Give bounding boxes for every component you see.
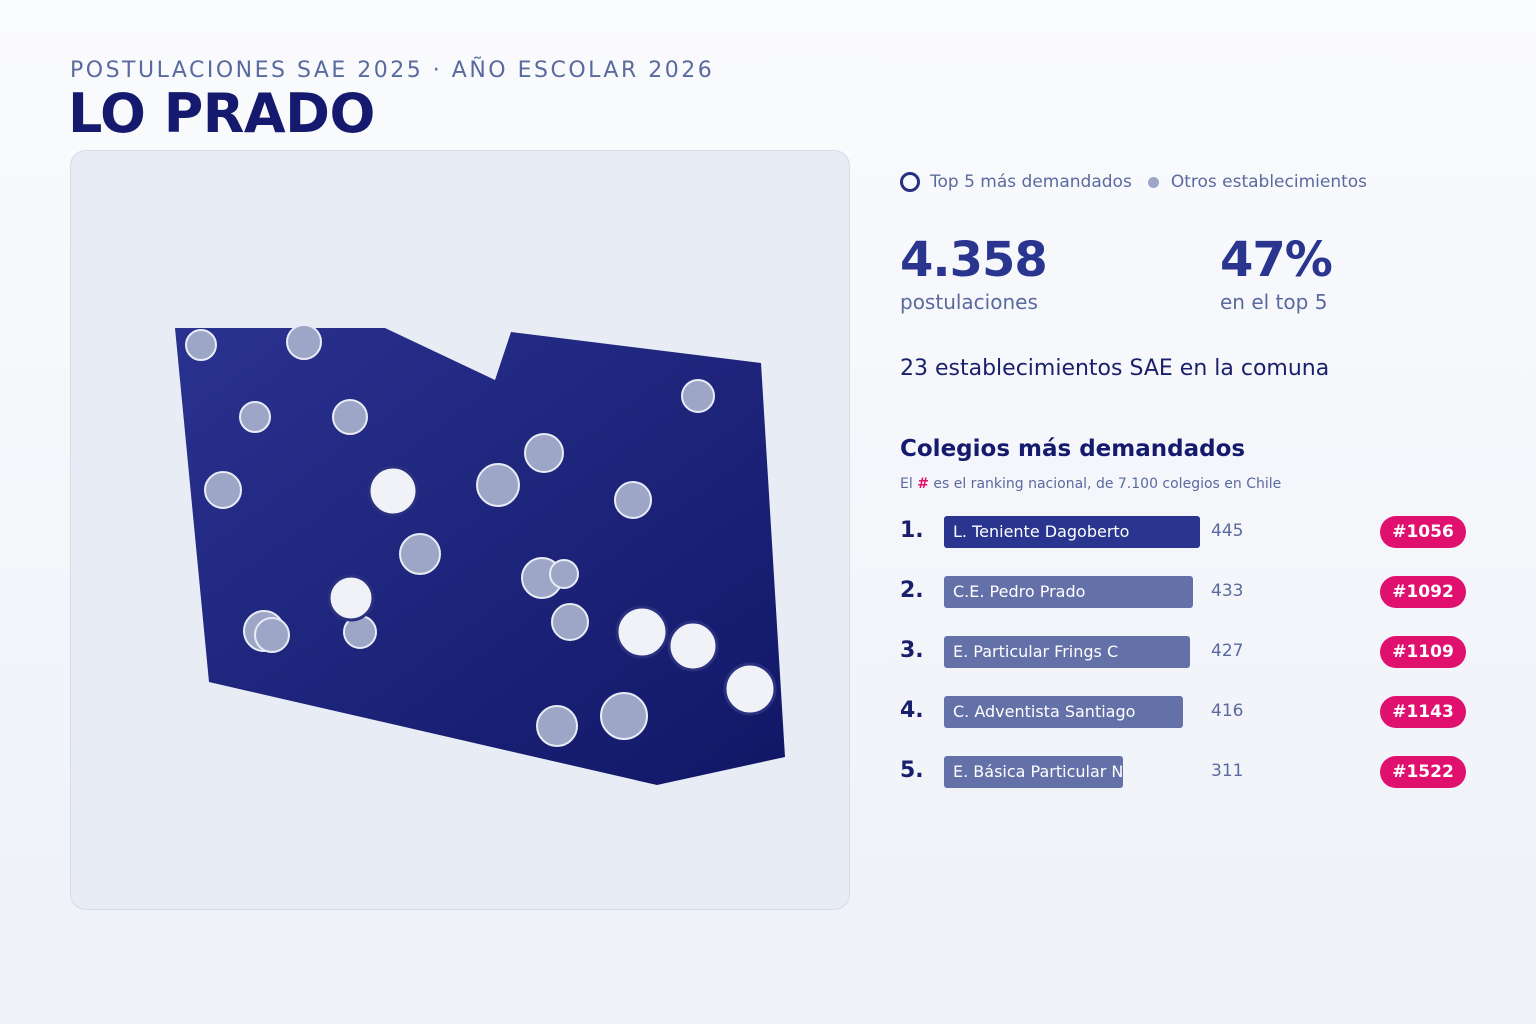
map-legend: Top 5 más demandados Otros establecimien… <box>900 172 1367 192</box>
legend-top5-label: Top 5 más demandados <box>930 172 1132 192</box>
ranking-bar: L. Teniente Dagoberto <box>944 516 1200 548</box>
ranking-bar: C. Adventista Santiago <box>944 696 1183 728</box>
ranking-row-2[interactable]: 2. C.E. Pedro Prado 433 #1092 <box>900 576 1466 608</box>
ranking-row-3[interactable]: 3. E. Particular Frings C 427 #1109 <box>900 636 1466 668</box>
school-marker[interactable] <box>536 705 578 747</box>
stat-top5-share-label: en el top 5 <box>1220 290 1328 314</box>
national-rank-badge: #1056 <box>1380 516 1466 548</box>
ranking-applications: 445 <box>1211 521 1244 541</box>
top5-school-markers <box>327 465 777 716</box>
map-panel <box>70 150 850 910</box>
commune-boundary <box>175 328 785 785</box>
ranking-position: 2. <box>900 578 924 603</box>
school-marker[interactable] <box>681 379 715 413</box>
other-dot-icon <box>1147 176 1159 188</box>
ranking-position: 5. <box>900 758 924 783</box>
ranking-position: 1. <box>900 518 924 543</box>
ranking-applications: 433 <box>1211 581 1244 601</box>
school-marker[interactable] <box>286 324 322 360</box>
school-marker[interactable] <box>239 401 271 433</box>
ranking-applications: 311 <box>1211 761 1244 781</box>
national-rank-badge: #1143 <box>1380 696 1466 728</box>
ranking-applications: 427 <box>1211 641 1244 661</box>
stat-applications-label: postulaciones <box>900 290 1038 314</box>
ranking-note-prefix: El <box>900 476 918 492</box>
top5-school-marker[interactable] <box>723 662 777 716</box>
ranking-note: El # es el ranking nacional, de 7.100 co… <box>900 476 1281 492</box>
ranking-bar: E. Básica Particular N <box>944 756 1123 788</box>
school-marker[interactable] <box>399 533 441 575</box>
school-marker[interactable] <box>185 329 217 361</box>
school-marker[interactable] <box>204 471 242 509</box>
top5-school-marker[interactable] <box>667 620 719 672</box>
school-marker[interactable] <box>332 399 368 435</box>
school-marker[interactable] <box>524 433 564 473</box>
stat-top5-share: 47% en el top 5 <box>1220 232 1333 314</box>
national-rank-badge: #1092 <box>1380 576 1466 608</box>
other-school-markers <box>185 324 715 747</box>
school-marker[interactable] <box>600 692 648 740</box>
national-rank-badge: #1109 <box>1380 636 1466 668</box>
ranking-title: Colegios más demandados <box>900 436 1246 462</box>
school-marker[interactable] <box>551 603 589 641</box>
page-title: LO PRADO <box>68 82 375 145</box>
ranking-applications: 416 <box>1211 701 1244 721</box>
school-marker[interactable] <box>254 617 290 653</box>
ranking-position: 4. <box>900 698 924 723</box>
stat-top5-share-value: 47% <box>1220 232 1333 288</box>
ranking-note-suffix: es el ranking nacional, de 7.100 colegio… <box>928 476 1282 492</box>
ranking-row-5[interactable]: 5. E. Básica Particular N 311 #1522 <box>900 756 1466 788</box>
top5-school-marker[interactable] <box>615 605 669 659</box>
ranking-row-1[interactable]: 1. L. Teniente Dagoberto 445 #1056 <box>900 516 1466 548</box>
commune-map <box>175 324 785 785</box>
top5-school-marker[interactable] <box>327 574 375 622</box>
national-rank-badge: #1522 <box>1380 756 1466 788</box>
top5-ring-icon <box>900 172 920 192</box>
ranking-note-hash: # <box>917 476 929 492</box>
ranking-position: 3. <box>900 638 924 663</box>
ranking-bar: E. Particular Frings C <box>944 636 1190 668</box>
ranking-bar: C.E. Pedro Prado <box>944 576 1193 608</box>
school-marker[interactable] <box>614 481 652 519</box>
school-marker[interactable] <box>549 559 579 589</box>
schools-count: 23 establecimientos SAE en la comuna <box>900 356 1330 381</box>
ranking-row-4[interactable]: 4. C. Adventista Santiago 416 #1143 <box>900 696 1466 728</box>
legend-others-label: Otros establecimientos <box>1170 172 1368 192</box>
page-subtitle: POSTULACIONES SAE 2025 · AÑO ESCOLAR 202… <box>70 58 715 83</box>
stat-applications: 4.358 postulaciones <box>900 232 1048 314</box>
stat-applications-value: 4.358 <box>900 232 1048 288</box>
school-marker[interactable] <box>476 463 520 507</box>
top5-school-marker[interactable] <box>367 465 419 517</box>
